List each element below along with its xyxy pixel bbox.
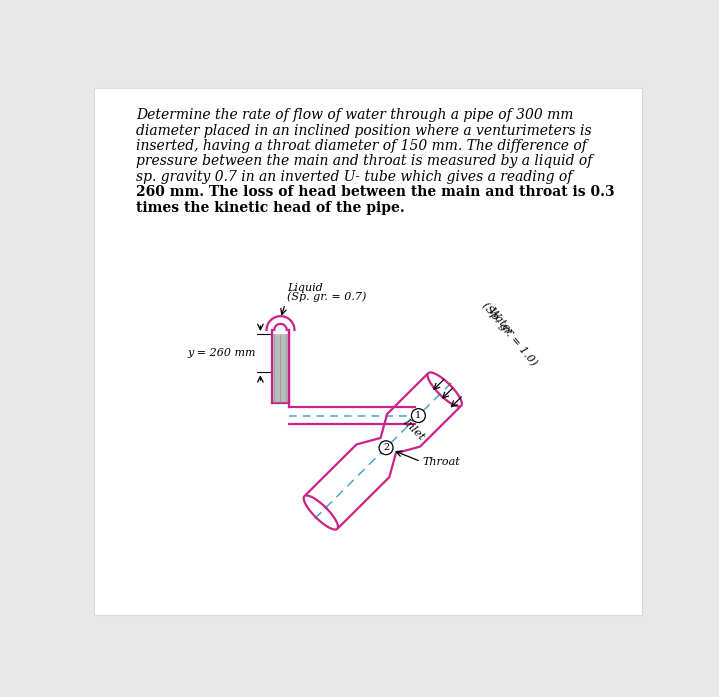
Text: Liquid: Liquid <box>287 283 323 293</box>
Text: sp. gravity 0.7 in an inverted U- tube which gives a reading of: sp. gravity 0.7 in an inverted U- tube w… <box>137 170 573 184</box>
Text: diameter placed in an inclined position where a venturimeters is: diameter placed in an inclined position … <box>137 123 592 138</box>
Text: 1: 1 <box>416 411 421 420</box>
Text: y = 260 mm: y = 260 mm <box>187 348 256 358</box>
Circle shape <box>379 441 393 454</box>
Text: times the kinetic head of the pipe.: times the kinetic head of the pipe. <box>137 201 405 215</box>
Text: pressure between the main and throat is measured by a liquid of: pressure between the main and throat is … <box>137 155 592 169</box>
Text: Inlet: Inlet <box>400 416 426 442</box>
Text: Water: Water <box>486 306 516 338</box>
Text: Determine the rate of flow of water through a pipe of 300 mm: Determine the rate of flow of water thro… <box>137 108 574 122</box>
FancyBboxPatch shape <box>94 89 643 615</box>
Text: inserted, having a throat diameter of 150 mm. The difference of: inserted, having a throat diameter of 15… <box>137 139 587 153</box>
Text: (Sp. gr. = 1.0): (Sp. gr. = 1.0) <box>480 300 539 368</box>
Circle shape <box>411 408 426 422</box>
Text: 2: 2 <box>383 443 389 452</box>
Text: Throat: Throat <box>423 457 460 466</box>
Text: 260 mm. The loss of head between the main and throat is 0.3: 260 mm. The loss of head between the mai… <box>137 185 615 199</box>
Text: (Sp. gr. = 0.7): (Sp. gr. = 0.7) <box>287 292 366 302</box>
